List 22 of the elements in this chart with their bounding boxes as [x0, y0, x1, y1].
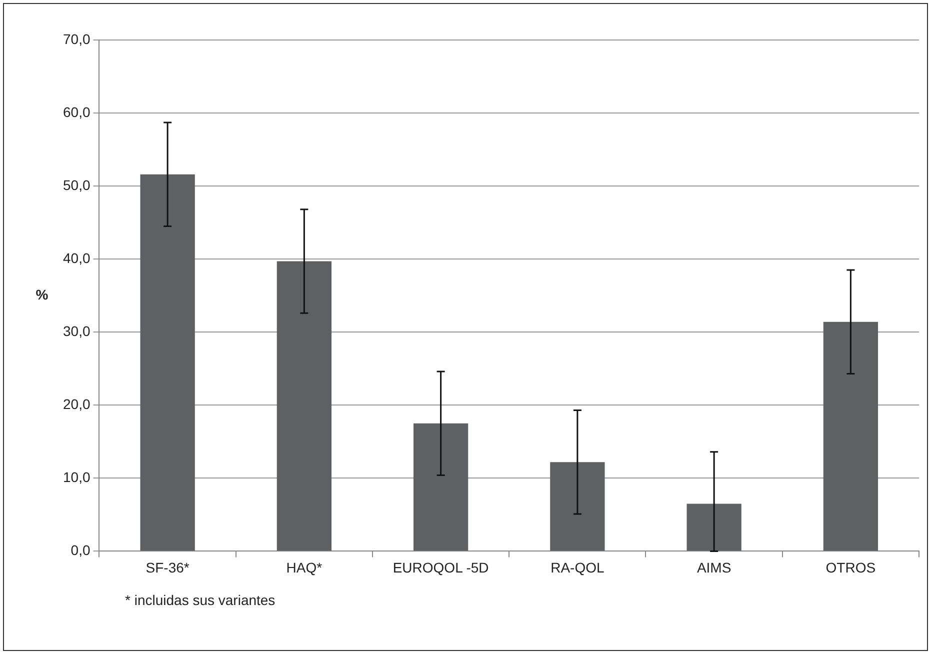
bar	[686, 504, 742, 551]
text: * incluidas sus variantes	[125, 592, 276, 608]
bar	[276, 261, 332, 551]
y-tick-label: 40,0	[63, 250, 90, 266]
x-tick-label: HAQ*	[286, 559, 323, 576]
bar	[140, 174, 195, 551]
y-tick-label: 0,0	[70, 542, 90, 558]
x-tick-label: OTROS	[826, 559, 876, 576]
x-tick-label: AIMS	[696, 559, 732, 576]
y-axis-title: %	[36, 286, 49, 302]
bar	[823, 322, 878, 551]
x-tick-label: SF-36*	[146, 559, 190, 576]
y-tick-label: 70,0	[63, 30, 90, 47]
y-tick-label: 50,0	[63, 176, 90, 193]
x-tick-label: RA-QOL	[550, 559, 604, 576]
y-tick-label: 10,0	[63, 469, 90, 486]
y-tick-label: 60,0	[63, 104, 90, 120]
bar	[550, 462, 605, 551]
y-tick-label: 20,0	[63, 396, 90, 412]
bar	[413, 423, 468, 551]
x-tick-label: EUROQOL -5D	[392, 559, 489, 576]
y-tick-label: 30,0	[63, 322, 90, 339]
